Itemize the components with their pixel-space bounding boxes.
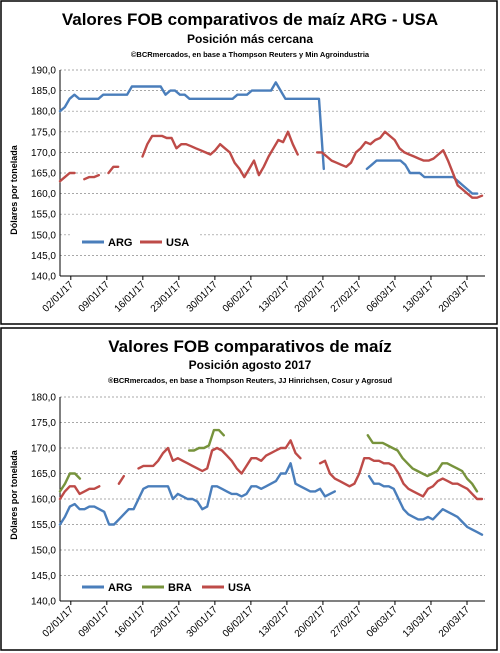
chart-2-title: Valores FOB comparativos de maíz: [108, 337, 391, 356]
chart-2-series-bra-line: [58, 428, 479, 493]
chart-2-y-tick-label: 150,0: [31, 546, 56, 557]
chart-1-y-tick-label: 160,0: [31, 189, 56, 200]
chart-1-legend-box: [72, 232, 200, 252]
chart-2-legend-box: [72, 577, 264, 597]
chart-1-y-tick-label: 165,0: [31, 169, 56, 180]
chart-2-y-tick-label: 140,0: [31, 597, 56, 608]
chart-1-legend-arg-label: ARG: [108, 237, 132, 249]
chart-1-title: Valores FOB comparativos de maíz ARG - U…: [62, 10, 438, 29]
chart-1-frame: [0, 0, 498, 325]
chart-2: Valores FOB comparativos de maíz Posició…: [0, 327, 498, 651]
chart-1-y-tick-label: 140,0: [31, 272, 56, 283]
chart-1-y-axis-label: Dólares por tonelada: [9, 144, 19, 235]
chart-2-series-usa-line: [58, 439, 484, 501]
chart-2-y-tick-label: 165,0: [31, 469, 56, 480]
chart-2-legend-bra-label: BRA: [168, 582, 192, 594]
chart-2-y-tick-label: 180,0: [31, 393, 56, 404]
chart-2-legend-arg-label: ARG: [108, 582, 132, 594]
chart-1-y-tick-label: 155,0: [31, 210, 56, 221]
chart-2-legend-usa-label: USA: [228, 582, 251, 594]
chart-1-y-tick-label: 185,0: [31, 86, 56, 97]
chart-1-y-tick-label: 180,0: [31, 107, 56, 118]
chart-1-series-arg-line: [58, 81, 479, 195]
chart-2-legend: ARG BRA USA: [72, 577, 264, 597]
chart-1-legend-usa-label: USA: [166, 237, 189, 249]
chart-1-y-tick-label: 190,0: [31, 66, 56, 77]
chart-1-y-tick-label: 175,0: [31, 127, 56, 138]
chart-2-source: ®BCRmercados, en base a Thompson Reuters…: [108, 376, 392, 385]
chart-1-y-tick-label: 170,0: [31, 148, 56, 159]
chart-1-series-usa-line: [58, 130, 484, 199]
chart-1-subtitle: Posición más cercana: [187, 32, 313, 46]
chart-2-y-tick-label: 160,0: [31, 495, 56, 506]
chart-2-y-tick-label: 175,0: [31, 418, 56, 429]
chart-2-y-tick-label: 145,0: [31, 571, 56, 582]
chart-2-y-axis-label: Dólares por tonelada: [9, 449, 19, 540]
chart-2-y-tick-label: 170,0: [31, 444, 56, 455]
chart-1-source: ©BCRmercados, en base a Thompson Reuters…: [131, 50, 370, 59]
chart-1-y-tick-label: 150,0: [31, 230, 56, 241]
chart-2-series-arg-line: [58, 462, 484, 536]
chart-2-y-tick-label: 155,0: [31, 520, 56, 531]
chart-1-y-tick-label: 145,0: [31, 251, 56, 262]
chart-1: Valores FOB comparativos de maíz ARG - U…: [0, 0, 498, 325]
chart-1-legend: ARG USA: [72, 232, 200, 252]
chart-2-subtitle: Posición agosto 2017: [189, 358, 312, 372]
